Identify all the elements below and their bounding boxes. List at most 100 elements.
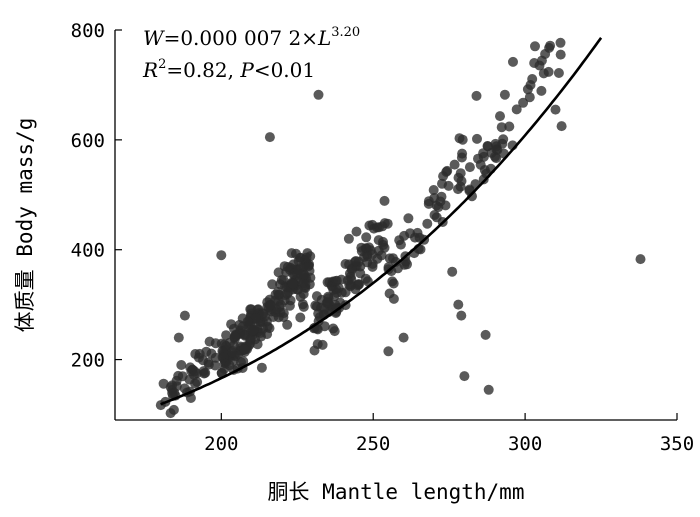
data-point bbox=[239, 344, 250, 354]
x-tick-label: 300 bbox=[508, 433, 542, 455]
data-point bbox=[423, 196, 434, 207]
data-point bbox=[256, 362, 267, 373]
data-point bbox=[331, 275, 342, 286]
data-point bbox=[399, 230, 410, 241]
data-point bbox=[258, 308, 269, 319]
y-tick-label: 400 bbox=[71, 240, 105, 262]
data-point bbox=[383, 346, 394, 357]
data-point bbox=[527, 74, 538, 84]
p-symbol: P bbox=[239, 58, 254, 82]
data-point bbox=[293, 264, 304, 275]
x-ticks: 200 250 300 350 bbox=[204, 413, 694, 455]
equation-lhs: W bbox=[143, 26, 165, 50]
x-tick-label: 250 bbox=[356, 433, 390, 455]
data-point bbox=[387, 276, 398, 287]
data-point bbox=[457, 134, 468, 145]
data-point bbox=[538, 68, 549, 79]
data-point bbox=[210, 360, 221, 371]
equation-equals: = bbox=[164, 26, 181, 50]
data-point bbox=[295, 312, 306, 323]
data-point bbox=[329, 326, 340, 337]
data-point bbox=[361, 232, 372, 243]
data-point bbox=[236, 357, 246, 368]
data-point bbox=[167, 388, 178, 399]
y-tick-label: 600 bbox=[71, 130, 105, 152]
data-point bbox=[376, 250, 387, 261]
data-point bbox=[555, 49, 566, 60]
x-axis-title: 胴长 Mantle length/mm bbox=[268, 480, 525, 504]
r-symbol: R bbox=[142, 58, 158, 82]
data-point bbox=[300, 279, 311, 290]
y-axis-title: 体质量 Body mass/g bbox=[13, 118, 37, 333]
data-point bbox=[455, 168, 466, 179]
data-point bbox=[518, 97, 529, 108]
data-point bbox=[455, 181, 466, 192]
stats-annotation: R2=0.82, P<0.01 bbox=[142, 57, 315, 82]
data-point bbox=[449, 159, 460, 170]
data-point bbox=[343, 233, 354, 244]
data-point bbox=[282, 319, 293, 330]
data-point bbox=[176, 360, 187, 370]
y-tick-label: 200 bbox=[71, 350, 105, 372]
data-point bbox=[511, 104, 522, 115]
data-point bbox=[313, 89, 324, 100]
data-points bbox=[155, 37, 646, 419]
data-point bbox=[412, 227, 423, 238]
data-point bbox=[483, 384, 494, 395]
data-point bbox=[179, 310, 190, 321]
data-point bbox=[367, 219, 378, 230]
data-point bbox=[440, 200, 451, 211]
data-point bbox=[478, 151, 489, 162]
data-point bbox=[491, 153, 502, 164]
data-point bbox=[264, 132, 275, 143]
data-point bbox=[437, 178, 447, 189]
data-point bbox=[395, 239, 406, 250]
data-point bbox=[340, 287, 351, 298]
data-point bbox=[317, 339, 328, 350]
data-point bbox=[429, 210, 440, 220]
data-point bbox=[346, 264, 357, 275]
data-point bbox=[242, 316, 253, 327]
data-point bbox=[301, 252, 312, 263]
data-point bbox=[524, 92, 535, 103]
data-point bbox=[313, 308, 324, 319]
data-point bbox=[428, 185, 439, 195]
equation-times: × bbox=[301, 26, 318, 50]
data-point bbox=[282, 262, 293, 272]
data-point bbox=[529, 58, 540, 68]
data-point bbox=[362, 251, 373, 262]
data-point bbox=[171, 375, 182, 386]
data-point bbox=[555, 37, 566, 48]
data-point bbox=[367, 258, 378, 269]
data-point bbox=[287, 278, 298, 289]
data-point bbox=[471, 90, 482, 101]
data-point bbox=[267, 279, 278, 290]
data-point bbox=[185, 362, 196, 373]
data-point bbox=[373, 235, 384, 246]
p-value: <0.01 bbox=[254, 58, 315, 82]
data-point bbox=[495, 111, 505, 122]
data-point bbox=[422, 218, 433, 229]
data-point bbox=[265, 300, 276, 311]
data-point bbox=[293, 256, 304, 267]
data-point bbox=[204, 336, 215, 347]
data-point bbox=[206, 348, 217, 359]
data-point bbox=[342, 275, 353, 286]
data-point bbox=[496, 122, 507, 133]
data-point bbox=[224, 360, 235, 371]
data-point bbox=[227, 347, 238, 358]
equation-exponent: 3.20 bbox=[331, 25, 360, 40]
data-point bbox=[297, 299, 308, 310]
data-point bbox=[278, 308, 289, 318]
data-point bbox=[388, 253, 398, 264]
data-point bbox=[168, 404, 179, 415]
data-point bbox=[256, 331, 266, 342]
data-point bbox=[459, 371, 470, 382]
data-point bbox=[350, 256, 361, 266]
data-point bbox=[398, 332, 409, 343]
data-point bbox=[319, 321, 330, 332]
data-point bbox=[447, 266, 458, 277]
data-point bbox=[173, 332, 184, 343]
data-point bbox=[379, 195, 390, 206]
